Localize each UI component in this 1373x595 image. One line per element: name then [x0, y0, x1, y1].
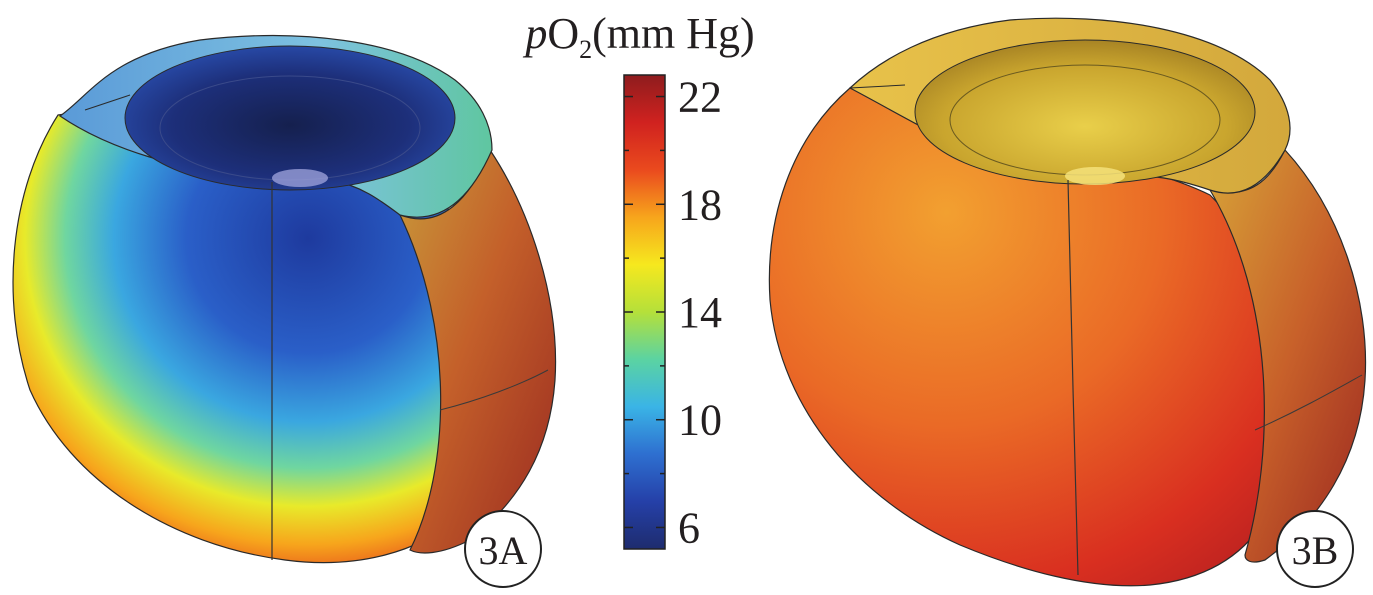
colorbar-title-unit: (mm Hg): [592, 9, 755, 58]
panel-a-label-text: 3A: [479, 528, 528, 573]
colorbar-tick-label: 22: [678, 73, 722, 122]
colorbar: pO2(mm Hg) 22 18 14 10 6: [522, 9, 754, 552]
colorbar-title: pO2(mm Hg): [522, 9, 754, 64]
panel-b-model: [768, 17, 1367, 587]
panel-a-rim-edge: [84, 94, 131, 111]
colorbar-tick-label: 14: [678, 288, 722, 337]
panel-a-label-circle: [464, 510, 542, 588]
panel-b-side-seam: [1254, 374, 1363, 431]
panel-b-label-circle: [1276, 510, 1354, 588]
colorbar-title-italic: p: [522, 9, 547, 58]
colorbar-tick-label: 18: [678, 180, 722, 229]
panel-a-cavity-highlight: [272, 169, 328, 187]
panel-a-label: 3A: [464, 510, 542, 588]
colorbar-tick-label: 6: [678, 503, 700, 552]
panel-b-front-seam: [1067, 179, 1079, 576]
panel-b-cavity-highlight: [1065, 167, 1125, 185]
panel-b-label: 3B: [1276, 510, 1354, 588]
colorbar-title-sub: 2: [579, 35, 592, 64]
panel-a-side-seam: [439, 369, 549, 411]
panel-a-cavity: [124, 45, 456, 191]
panel-a-model: [12, 34, 557, 564]
panel-b-label-text: 3B: [1292, 528, 1339, 573]
panel-b-cavity: [914, 39, 1256, 185]
panel-b-rim-edge: [849, 84, 906, 89]
colorbar-title-base: O: [547, 9, 579, 58]
colorbar-tick-label: 10: [678, 396, 722, 445]
colorbar-ticks: 22 18 14 10 6: [624, 73, 722, 552]
